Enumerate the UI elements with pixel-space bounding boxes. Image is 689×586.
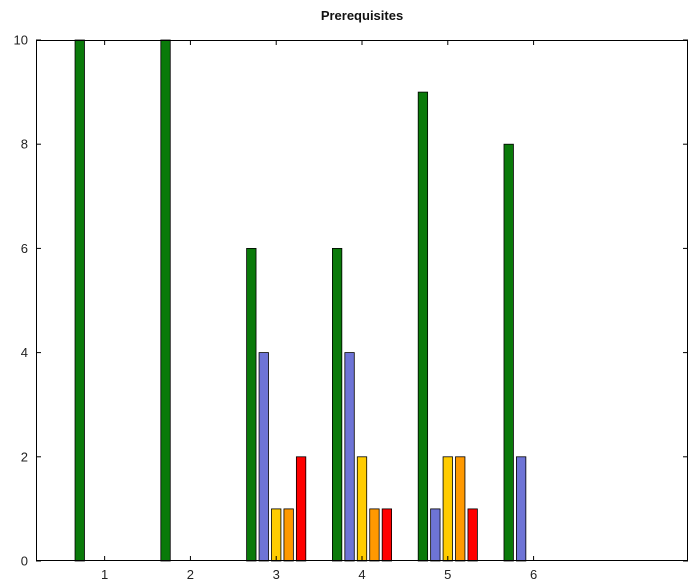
y-tick-label-6: 6: [21, 241, 28, 256]
bar-5-s5: [467, 508, 478, 562]
x-tick-label-4: 4: [358, 567, 365, 582]
tick-labels-group: 1 2 3 4 5 6 0 2 4 6 8 10: [14, 33, 538, 583]
bar-3-s4: [283, 508, 294, 562]
y-tick-label-10: 10: [14, 33, 28, 48]
y-tick-label-2: 2: [21, 449, 28, 464]
y-tick-label-8: 8: [21, 137, 28, 152]
x-tick-label-5: 5: [444, 567, 451, 582]
bar-6-s2: [516, 456, 527, 562]
x-tick-label-1: 1: [101, 567, 108, 582]
bar-2-s1: [160, 39, 171, 562]
bar-3-s1: [246, 247, 257, 562]
bar-4-s2: [344, 352, 355, 562]
ticks-group: [36, 39, 688, 562]
x-tick-label-3: 3: [273, 567, 280, 582]
bar-6-s1: [503, 143, 514, 562]
bar-1-s1: [74, 39, 85, 562]
bar-3-s5: [295, 456, 307, 562]
bar-3-s3: [271, 508, 282, 562]
x-tick-label-6: 6: [530, 567, 537, 582]
bar-5-s3: [442, 456, 453, 562]
bar-5-s1: [417, 91, 429, 562]
bar-4-s5: [381, 508, 392, 562]
bar-5-s2: [430, 508, 441, 562]
bar-5-s4: [455, 456, 466, 562]
bar-4-s3: [356, 456, 368, 562]
bars-group: [74, 39, 527, 562]
x-tick-label-2: 2: [187, 567, 194, 582]
bar-4-s1: [332, 247, 343, 562]
y-tick-label-4: 4: [21, 345, 28, 360]
chart-title: Prerequisites: [321, 8, 403, 23]
bar-3-s2: [258, 352, 269, 562]
y-tick-label-0: 0: [21, 554, 28, 569]
bar-4-s4: [369, 508, 380, 562]
